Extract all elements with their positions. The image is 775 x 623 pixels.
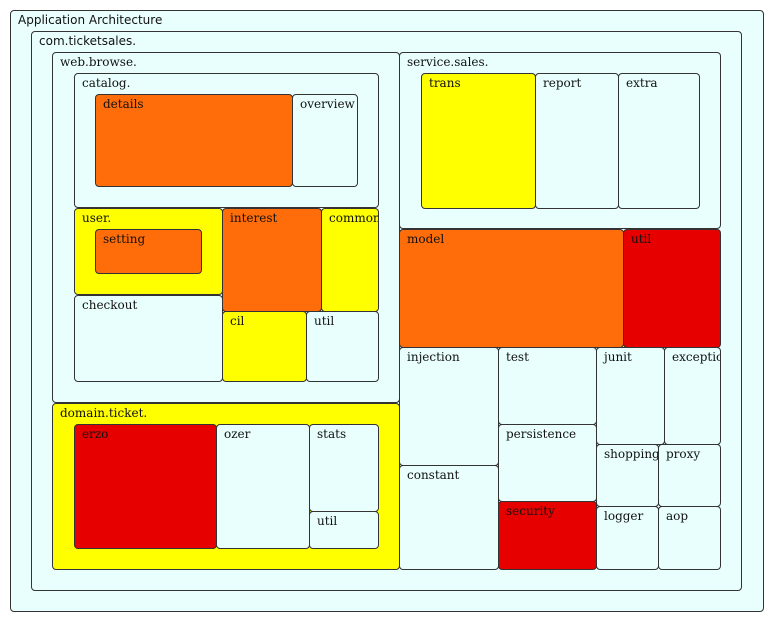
- erzo-class[interactable]: erzo: [74, 424, 217, 549]
- stats-class[interactable]: stats: [309, 424, 379, 512]
- exception-label: exception: [672, 350, 720, 364]
- proxy-label: proxy: [666, 447, 701, 461]
- overview-class[interactable]: overview: [292, 94, 358, 187]
- proxy-class[interactable]: proxy: [658, 444, 721, 507]
- security-class[interactable]: security: [498, 501, 597, 570]
- aop-class[interactable]: aop: [658, 506, 721, 570]
- test-label: test: [506, 350, 529, 364]
- interest-label: interest: [230, 211, 278, 225]
- details-class[interactable]: details: [95, 94, 293, 187]
- cil-class[interactable]: cil: [222, 311, 307, 382]
- aop-label: aop: [666, 509, 689, 523]
- model-class[interactable]: model: [399, 229, 624, 348]
- injection-class[interactable]: injection: [399, 347, 499, 466]
- checkout-class[interactable]: checkout: [74, 295, 223, 382]
- injection-label: injection: [407, 350, 460, 364]
- domain-util-class[interactable]: util: [309, 511, 379, 549]
- constant-label: constant: [407, 468, 460, 482]
- persistence-class[interactable]: persistence: [498, 424, 597, 502]
- logger-class[interactable]: logger: [596, 506, 659, 570]
- interest-class[interactable]: interest: [222, 208, 322, 312]
- junit-class[interactable]: junit: [596, 347, 665, 445]
- extra-label: extra: [626, 76, 658, 90]
- trans-class[interactable]: trans: [421, 73, 536, 209]
- common-class[interactable]: common: [321, 208, 379, 312]
- web-util-label: util: [314, 314, 335, 328]
- test-class[interactable]: test: [498, 347, 597, 425]
- util-class[interactable]: util: [623, 229, 721, 348]
- application-architecture-label: Application Architecture: [18, 13, 163, 27]
- exception-class[interactable]: exception: [664, 347, 721, 445]
- erzo-label: erzo: [82, 427, 109, 441]
- ozer-class[interactable]: ozer: [216, 424, 310, 549]
- util-label: util: [631, 232, 652, 246]
- setting-label: setting: [103, 232, 146, 246]
- service-sales-label: service.sales.: [407, 55, 489, 69]
- ozer-label: ozer: [224, 427, 251, 441]
- cil-label: cil: [230, 314, 245, 328]
- setting-class[interactable]: setting: [95, 229, 202, 274]
- model-label: model: [407, 232, 445, 246]
- user-label: user.: [82, 211, 112, 225]
- shoppinglist-class[interactable]: shoppinglist: [596, 444, 659, 507]
- com-ticketsales-label: com.ticketsales.: [39, 34, 137, 48]
- checkout-label: checkout: [82, 298, 138, 312]
- persistence-label: persistence: [506, 427, 577, 441]
- report-label: report: [543, 76, 582, 90]
- catalog-label: catalog.: [82, 76, 131, 90]
- extra-class[interactable]: extra: [618, 73, 700, 209]
- web-util-class[interactable]: util: [306, 311, 379, 382]
- junit-label: junit: [604, 350, 632, 364]
- trans-label: trans: [429, 76, 461, 90]
- details-label: details: [103, 97, 144, 111]
- shoppinglist-label: shoppinglist: [604, 447, 659, 461]
- overview-label: overview: [300, 97, 355, 111]
- domain-util-label: util: [317, 514, 338, 528]
- report-class[interactable]: report: [535, 73, 619, 209]
- stats-label: stats: [317, 427, 347, 441]
- constant-class[interactable]: constant: [399, 465, 499, 570]
- common-label: common: [329, 211, 379, 225]
- domain-ticket-label: domain.ticket.: [60, 406, 148, 420]
- web-browse-label: web.browse.: [60, 55, 137, 69]
- security-label: security: [506, 504, 555, 518]
- logger-label: logger: [604, 509, 644, 523]
